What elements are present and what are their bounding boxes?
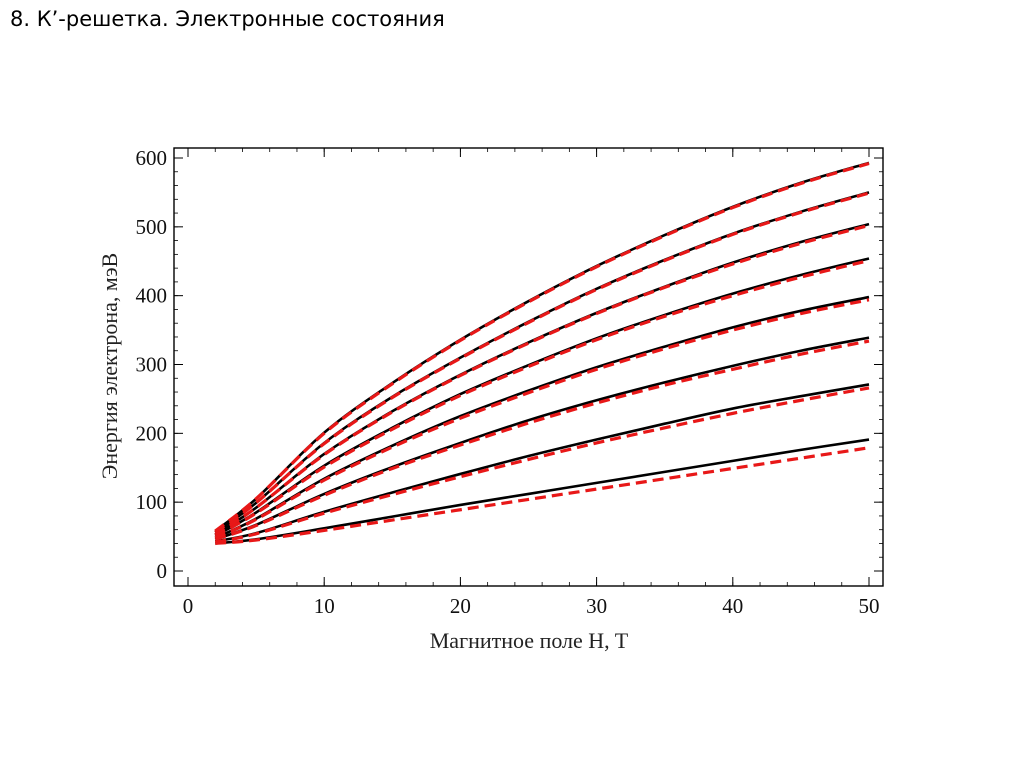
y-tick-label: 100 bbox=[136, 490, 168, 514]
solid-series-2 bbox=[214, 383, 870, 543]
solid-series-3 bbox=[214, 336, 870, 541]
y-tick-label: 300 bbox=[136, 353, 168, 377]
y-tick-labels: 0 100 200 300 400 500 600 bbox=[136, 146, 168, 583]
x-tick-label: 10 bbox=[314, 594, 335, 618]
dashed-series-2 bbox=[214, 386, 870, 544]
slide-title: 8. К’-решетка. Электронные состояния bbox=[10, 7, 445, 31]
x-tick-label: 20 bbox=[450, 594, 471, 618]
y-tick-label: 0 bbox=[157, 559, 168, 583]
x-tick-labels: 0 10 20 30 40 50 bbox=[183, 594, 880, 618]
solid-series-7 bbox=[214, 191, 870, 534]
y-tick-label: 600 bbox=[136, 146, 168, 170]
major-ticks bbox=[174, 148, 883, 586]
y-tick-label: 200 bbox=[136, 421, 168, 445]
dashed-series-5 bbox=[214, 259, 870, 538]
solid-series-1 bbox=[215, 438, 870, 545]
x-tick-label: 0 bbox=[183, 594, 194, 618]
y-tick-label: 400 bbox=[136, 284, 168, 308]
plot-frame bbox=[173, 147, 884, 587]
dashed-series-1 bbox=[215, 446, 870, 546]
solid-series-5 bbox=[214, 257, 870, 538]
x-tick-label: 30 bbox=[586, 594, 607, 618]
x-tick-label: 50 bbox=[859, 594, 880, 618]
x-axis-title: Магнитное поле H, T bbox=[430, 628, 629, 653]
solid-series-8 bbox=[214, 161, 870, 533]
dashed-series-7 bbox=[214, 191, 870, 534]
dashed-series-4 bbox=[214, 298, 870, 540]
y-axis-title: Энергия электрона, мэВ bbox=[97, 253, 122, 479]
minor-ticks bbox=[174, 148, 883, 586]
series-group bbox=[214, 161, 870, 546]
dashed-series-8 bbox=[214, 161, 870, 533]
y-tick-label: 500 bbox=[136, 215, 168, 239]
dashed-series-6 bbox=[214, 223, 870, 536]
x-tick-label: 40 bbox=[722, 594, 743, 618]
dashed-series-3 bbox=[214, 339, 870, 541]
